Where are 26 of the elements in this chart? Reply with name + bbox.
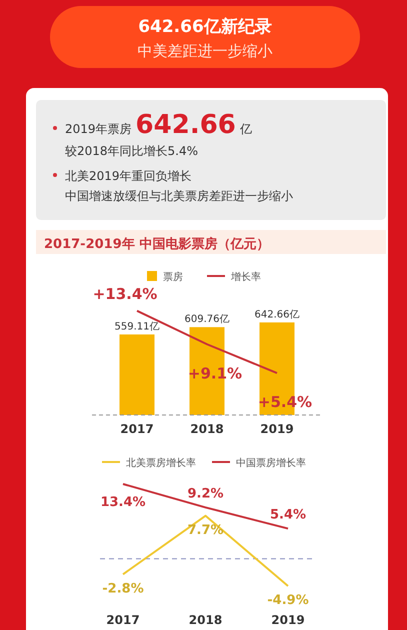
data-label: +13.4% [92, 284, 158, 303]
data-label: 9.2% [187, 486, 224, 502]
x-tick-label: 2018 [190, 422, 224, 436]
data-label: -2.8% [102, 581, 144, 596]
data-label: -4.9% [267, 593, 309, 608]
x-tick-label: 2017 [106, 613, 140, 627]
legend-label: 中国票房增长率 [236, 457, 306, 469]
text: 642.66亿新纪录 [138, 17, 272, 37]
data-label: 559.11亿 [114, 321, 160, 332]
x-tick-label: 2018 [188, 613, 222, 627]
x-tick-label: 2017 [120, 422, 154, 436]
legend-label: 票房 [163, 271, 183, 283]
legend-label: 增长率 [230, 271, 261, 283]
x-tick-label: 2019 [271, 613, 305, 627]
x-tick-label: 2019 [260, 422, 294, 436]
chart-title: 2017-2019年 中国电影票房（亿元） [44, 236, 270, 252]
text: 北美2019年重回负增长 [65, 169, 192, 183]
data-label: 13.4% [100, 495, 146, 510]
text: 中美差距进一步缩小 [138, 42, 272, 60]
text: 较2018年同比增长5.4% [65, 144, 198, 158]
data-label: 642.66亿 [254, 309, 300, 320]
legend-label: 北美票房增长率 [126, 457, 196, 469]
text: 中国增速放缓但与北美票房差距进一步缩小 [65, 189, 293, 203]
data-label: 5.4% [270, 508, 306, 523]
data-label: 7.7% [187, 522, 224, 538]
data-label: 609.76亿 [184, 314, 230, 326]
